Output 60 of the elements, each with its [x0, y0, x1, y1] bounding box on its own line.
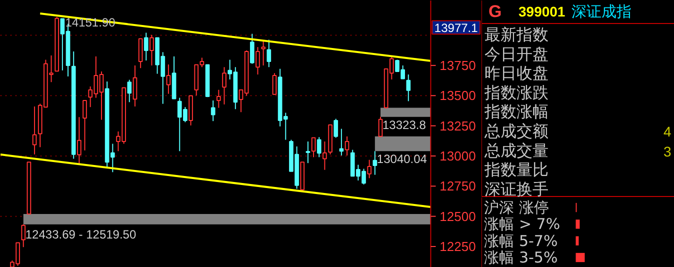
candlestick — [256, 46, 260, 75]
y-tick-label: 13250 — [440, 118, 476, 134]
y-tick-label: 13000 — [440, 148, 476, 164]
text: 总成交量 — [484, 140, 548, 160]
candlestick — [210, 100, 216, 122]
y-tick-label: 沪深 涨停 — [484, 198, 549, 216]
candlestick — [367, 159, 372, 179]
text: 指数涨幅 — [484, 102, 548, 122]
text: G — [488, 2, 502, 21]
candlestick — [378, 116, 383, 137]
y-tick-label: 13750 — [440, 58, 476, 73]
candlestick — [334, 118, 338, 138]
text: 今日开盘 — [484, 44, 548, 64]
text: 昨日收盘 — [484, 64, 548, 83]
band-label: 12433.69 - 12519.50 — [25, 227, 136, 242]
text: 最新指数 — [484, 25, 548, 44]
text: 4 — [664, 124, 672, 140]
text: 13977.1 — [434, 20, 478, 35]
y-tick-label: 涨幅 5-7% — [484, 232, 558, 250]
candlestick — [316, 136, 322, 158]
text: 399001 — [518, 4, 566, 20]
candlestick — [216, 89, 221, 108]
candlestick — [306, 140, 310, 164]
text: 深证换手 — [484, 179, 548, 198]
bar — [576, 252, 585, 262]
candlestick — [266, 39, 272, 68]
candlestick — [339, 128, 344, 156]
candlestick — [166, 64, 171, 94]
candlestick — [150, 34, 154, 66]
y-tick-label: 13500 — [440, 88, 476, 104]
candlestick — [21, 224, 26, 248]
candlestick — [132, 64, 138, 107]
candlestick — [372, 150, 378, 176]
y-tick-label: 12500 — [440, 208, 476, 224]
band-label: 13323.8 — [382, 118, 426, 132]
band-label: 13040.04 — [376, 152, 428, 166]
candlestick — [261, 40, 266, 66]
candlestick — [77, 116, 82, 164]
candlestick — [272, 72, 277, 95]
text: 3 — [664, 144, 672, 160]
y-tick-label: 12250 — [440, 238, 476, 254]
candlestick — [250, 33, 254, 64]
candlestick — [32, 106, 37, 155]
text: 指数量比 — [484, 160, 548, 180]
text: 总成交额 — [484, 122, 548, 140]
candlestick — [222, 66, 226, 105]
candlestick — [311, 137, 316, 158]
candlestick — [322, 140, 327, 170]
text: 深证成指 — [572, 2, 632, 20]
y-tick-label: 涨幅 > 7% — [484, 215, 560, 234]
candlestick — [82, 100, 87, 151]
candlestick — [344, 136, 350, 156]
candlestick — [127, 79, 132, 103]
candlestick — [138, 38, 143, 69]
candlestick — [144, 32, 148, 61]
candlestick — [406, 74, 411, 102]
bar — [576, 220, 580, 229]
y-tick-label: 12750 — [440, 178, 476, 194]
text: 指数涨跌 — [484, 82, 548, 102]
y-tick-label: 涨幅 3-5% — [484, 248, 558, 266]
